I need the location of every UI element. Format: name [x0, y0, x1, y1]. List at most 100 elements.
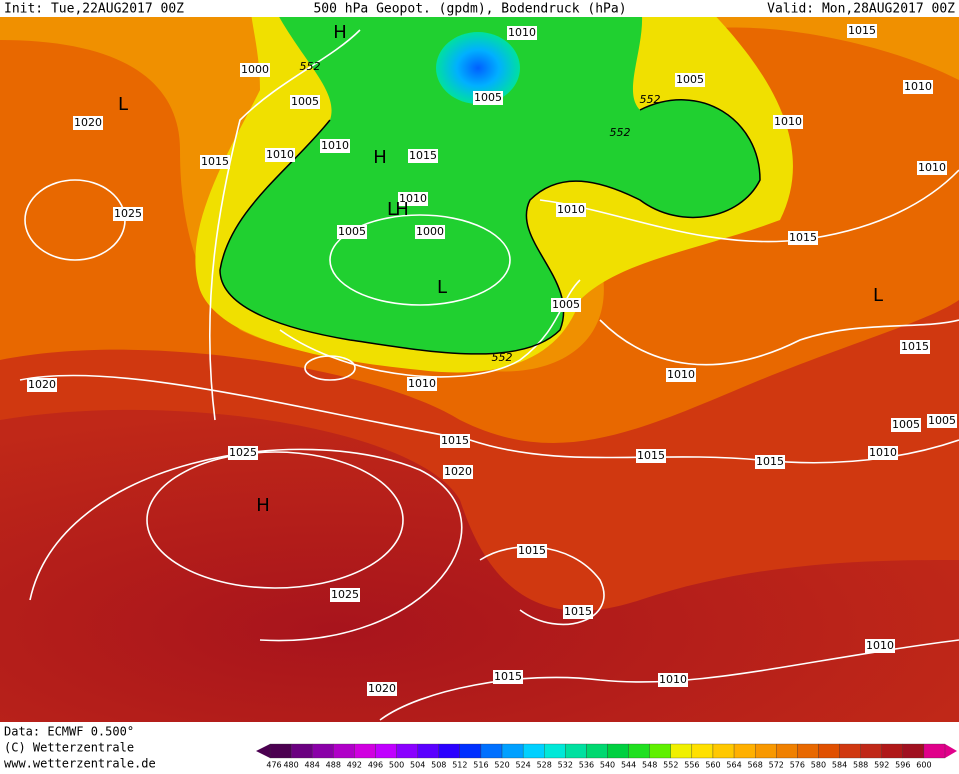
colorbar-swatch	[565, 743, 587, 759]
colorbar-label: 492	[347, 761, 362, 770]
colorbar-label: 516	[473, 761, 488, 770]
header-bar	[0, 0, 959, 17]
pressure-center: L	[118, 94, 128, 115]
colorbar-swatch	[607, 743, 629, 759]
isobar-label-bg	[675, 73, 705, 87]
colorbar-swatch	[375, 743, 397, 759]
isobar	[599, 319, 959, 366]
contour-label: 552	[640, 93, 661, 106]
colorbar-label: 548	[642, 761, 657, 770]
colorbar-label: 580	[811, 761, 826, 770]
isobar-label: 1020	[28, 378, 56, 391]
colorbar-label: 528	[537, 761, 552, 770]
green-region	[220, 0, 760, 354]
isobar-label-bg	[666, 368, 696, 382]
isobar-label-bg	[563, 605, 593, 619]
colorbar-label: 552	[663, 761, 678, 770]
colorbar-swatch	[459, 743, 482, 759]
colorbar-swatch	[333, 743, 355, 759]
isobar-label-bg	[868, 446, 898, 460]
isobar-label-bg	[917, 161, 947, 175]
data-source: Data: ECMWF 0.500°	[4, 725, 134, 739]
colorbar: 476 480 484 488 492 496 500 504 508 512 516 520 524 5…	[256, 743, 957, 770]
contour-label: 552	[610, 126, 631, 139]
copyright: (C) Wetterzentrale	[4, 741, 134, 755]
colorbar-label: 540	[600, 761, 615, 770]
isobar-label-bg	[658, 673, 688, 687]
isobar-label-bg	[265, 148, 295, 162]
isobar-label: 1015	[756, 455, 784, 468]
isobar-label-bg	[927, 414, 957, 428]
colorbar-swatch	[544, 743, 566, 759]
isobar-label-bg	[636, 449, 666, 463]
colorbar-label: 584	[832, 761, 847, 770]
colorbar-label: 568	[748, 761, 763, 770]
isobar-label: 1015	[441, 434, 469, 447]
colorbar-swatch	[290, 743, 313, 759]
isobar-label-bg	[228, 446, 258, 460]
isobar-label: 1000	[241, 63, 269, 76]
pressure-center: L	[387, 199, 397, 220]
colorbar-label: 592	[874, 761, 889, 770]
isobar-label-bg	[556, 203, 586, 217]
contour	[219, 99, 761, 355]
isobar	[329, 214, 511, 306]
isobar-label-bg	[900, 340, 930, 354]
colorbar-label: 560	[705, 761, 720, 770]
isobar-label-bg	[903, 80, 933, 94]
map	[0, 0, 959, 722]
colorbar-label: 520	[494, 761, 509, 770]
isobar-label: 1010	[508, 26, 536, 39]
colorbar-swatch	[733, 743, 756, 759]
isobar-label: 1005	[892, 418, 920, 431]
colorbar-swatch	[522, 743, 545, 759]
colorbar-swatch	[755, 743, 777, 759]
colorbar-arrow	[945, 744, 957, 758]
colorbar-swatch	[881, 743, 903, 759]
isobar-label: 1005	[474, 91, 502, 104]
colorbar-swatch	[480, 743, 503, 759]
colorbar-swatch	[417, 743, 439, 759]
pressure-center: H	[256, 495, 270, 516]
isobar-label-bg	[73, 116, 103, 130]
colorbar-swatch	[691, 743, 714, 759]
contours-552	[219, 99, 761, 355]
isobar-label: 1005	[291, 95, 319, 108]
pressure-center: H	[333, 22, 347, 43]
isobar-label-bg	[891, 418, 921, 432]
isobar-label-bg	[367, 682, 397, 696]
isobar	[379, 639, 959, 721]
colorbar-label: 488	[326, 761, 341, 770]
isobar-label-bg	[440, 434, 470, 448]
colorbar-swatch	[860, 743, 882, 759]
isobar-label-bg	[788, 231, 818, 245]
isobar-label: 1010	[399, 192, 427, 205]
colorbar-swatch	[312, 743, 334, 759]
isobar-label: 1005	[676, 73, 704, 86]
isobar-label: 1020	[74, 116, 102, 129]
isobar-label: 1015	[564, 605, 592, 618]
colorbar-swatch	[797, 743, 819, 759]
isobar-label: 1015	[494, 670, 522, 683]
init-time: Init: Tue,22AUG2017 00Z	[4, 2, 184, 17]
colorbar-label: 508	[431, 761, 446, 770]
isobar-label: 1010	[266, 148, 294, 161]
website: www.wetterzentrale.de	[4, 757, 156, 771]
colorbar-swatch	[712, 743, 735, 759]
colorbar-label: 596	[895, 761, 910, 770]
isobar-label: 1005	[338, 225, 366, 238]
colorbar-label: 476	[266, 761, 281, 770]
hot-region	[0, 409, 959, 722]
pressure-center: L	[437, 277, 447, 298]
colorbar-swatch	[501, 743, 524, 759]
colorbar-swatch	[839, 743, 861, 759]
colorbar-label: 588	[853, 761, 868, 770]
isobar-label: 1020	[444, 465, 472, 478]
isobar-label: 1015	[848, 24, 876, 37]
colorbar-label: 544	[621, 761, 636, 770]
isobar-label: 1025	[114, 207, 142, 220]
isobar-label-bg	[755, 455, 785, 469]
isobar-label-bg	[337, 225, 367, 239]
colorbar-label: 500	[389, 761, 404, 770]
colorbar-label: 600	[916, 761, 931, 770]
